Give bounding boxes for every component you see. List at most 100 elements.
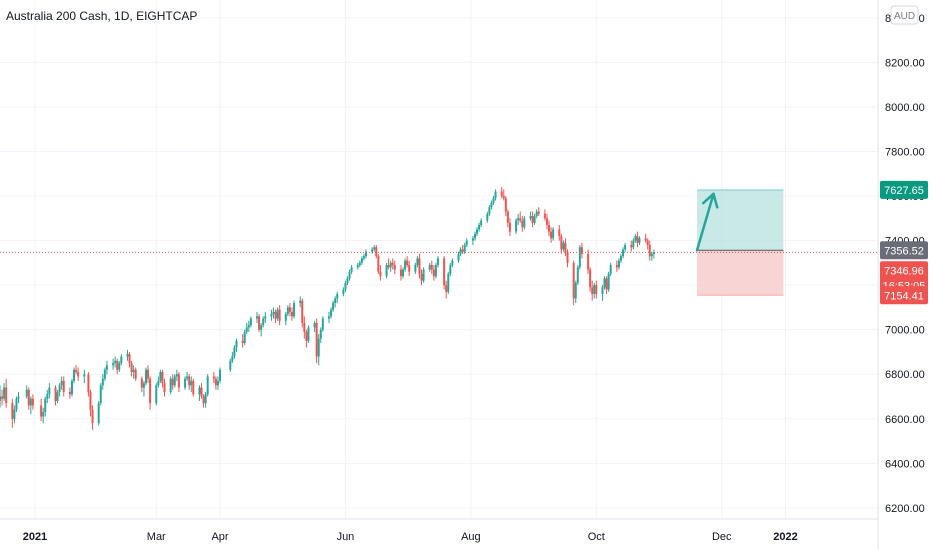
candle-body <box>463 245 466 252</box>
candle-body <box>508 222 511 232</box>
candle <box>457 251 460 263</box>
candle <box>290 307 293 321</box>
candle <box>75 365 78 375</box>
x-tick-label: Apr <box>211 531 228 543</box>
candle <box>89 389 92 417</box>
candle <box>591 280 594 301</box>
candle <box>270 309 273 321</box>
candle-body <box>449 265 452 274</box>
candle <box>128 351 131 368</box>
candle-body <box>118 363 121 370</box>
candle-body <box>344 282 347 290</box>
y-tick-label: 6800.00 <box>885 369 925 381</box>
candle <box>558 224 561 241</box>
candle <box>650 251 653 261</box>
candle-body <box>17 396 20 399</box>
candle-body <box>404 260 407 270</box>
candle <box>601 285 604 301</box>
candle-body <box>502 196 505 199</box>
currency-label[interactable]: AUD <box>890 5 919 25</box>
candle-body <box>126 354 129 357</box>
candle <box>219 367 222 384</box>
candle <box>432 265 435 281</box>
candle <box>393 260 396 274</box>
candle-body <box>241 340 244 344</box>
candle-body <box>490 202 493 208</box>
candle-body <box>276 309 279 319</box>
candle <box>118 360 121 372</box>
candle-body <box>0 396 1 401</box>
candle-body <box>428 265 431 270</box>
price-badge-bg <box>880 286 928 305</box>
candle-body <box>436 258 439 266</box>
candle <box>46 389 49 404</box>
candle <box>293 300 296 319</box>
candle-body <box>130 363 133 372</box>
candle <box>617 258 620 270</box>
candle-body <box>558 229 561 237</box>
candle-body <box>62 380 65 393</box>
candle-body <box>13 409 16 419</box>
y-tick-label: 6600.00 <box>885 414 925 426</box>
candle <box>216 376 219 390</box>
candle-body <box>459 249 462 254</box>
candle-body <box>504 198 507 212</box>
candle-body <box>198 387 201 395</box>
candle <box>550 227 553 243</box>
candle <box>428 262 431 272</box>
candle-body <box>202 396 205 404</box>
candle <box>1 389 4 406</box>
trend-arrow[interactable] <box>695 192 719 252</box>
candle <box>515 218 518 234</box>
candle <box>603 276 606 290</box>
candle-body <box>140 378 143 388</box>
y-tick-label: 7000.00 <box>885 325 925 337</box>
candle-body <box>342 289 345 295</box>
candle <box>644 233 647 243</box>
candle-body <box>634 236 637 241</box>
candle-body <box>371 249 374 252</box>
candle-body <box>445 285 448 292</box>
candle <box>260 322 263 337</box>
candle-body <box>465 240 468 246</box>
candle <box>334 296 337 308</box>
candle <box>449 262 452 277</box>
candle-body <box>545 218 548 225</box>
candle-body <box>652 252 655 254</box>
x-tick-label: Dec <box>712 531 732 543</box>
candle-body <box>399 269 402 277</box>
candle-body <box>576 267 579 283</box>
candle <box>445 280 448 299</box>
candle-body <box>630 245 633 248</box>
candle-body <box>313 322 316 328</box>
candle <box>159 369 162 384</box>
candle-body <box>619 256 622 261</box>
candle-body <box>29 398 32 406</box>
candle-body <box>270 314 273 317</box>
candle-body <box>175 374 178 377</box>
candle <box>3 383 6 401</box>
candle <box>385 262 388 279</box>
candle <box>443 256 446 290</box>
candle <box>103 367 106 381</box>
candle <box>70 378 73 397</box>
candle <box>278 305 281 326</box>
x-tick-label: 2021 <box>23 531 47 543</box>
candle-body <box>523 218 526 228</box>
candle-body <box>447 273 450 292</box>
candle <box>488 204 491 217</box>
candle <box>286 305 289 317</box>
candle-body <box>488 207 491 214</box>
candle <box>301 298 304 328</box>
candle-body <box>161 371 164 384</box>
candle-body <box>617 260 620 268</box>
candle-body <box>89 392 92 410</box>
candle <box>97 400 100 426</box>
candle-body <box>264 316 267 319</box>
candle-body <box>572 262 575 299</box>
candle <box>288 302 291 317</box>
candle <box>447 271 450 295</box>
candle-body <box>15 398 18 410</box>
candle <box>40 398 43 421</box>
